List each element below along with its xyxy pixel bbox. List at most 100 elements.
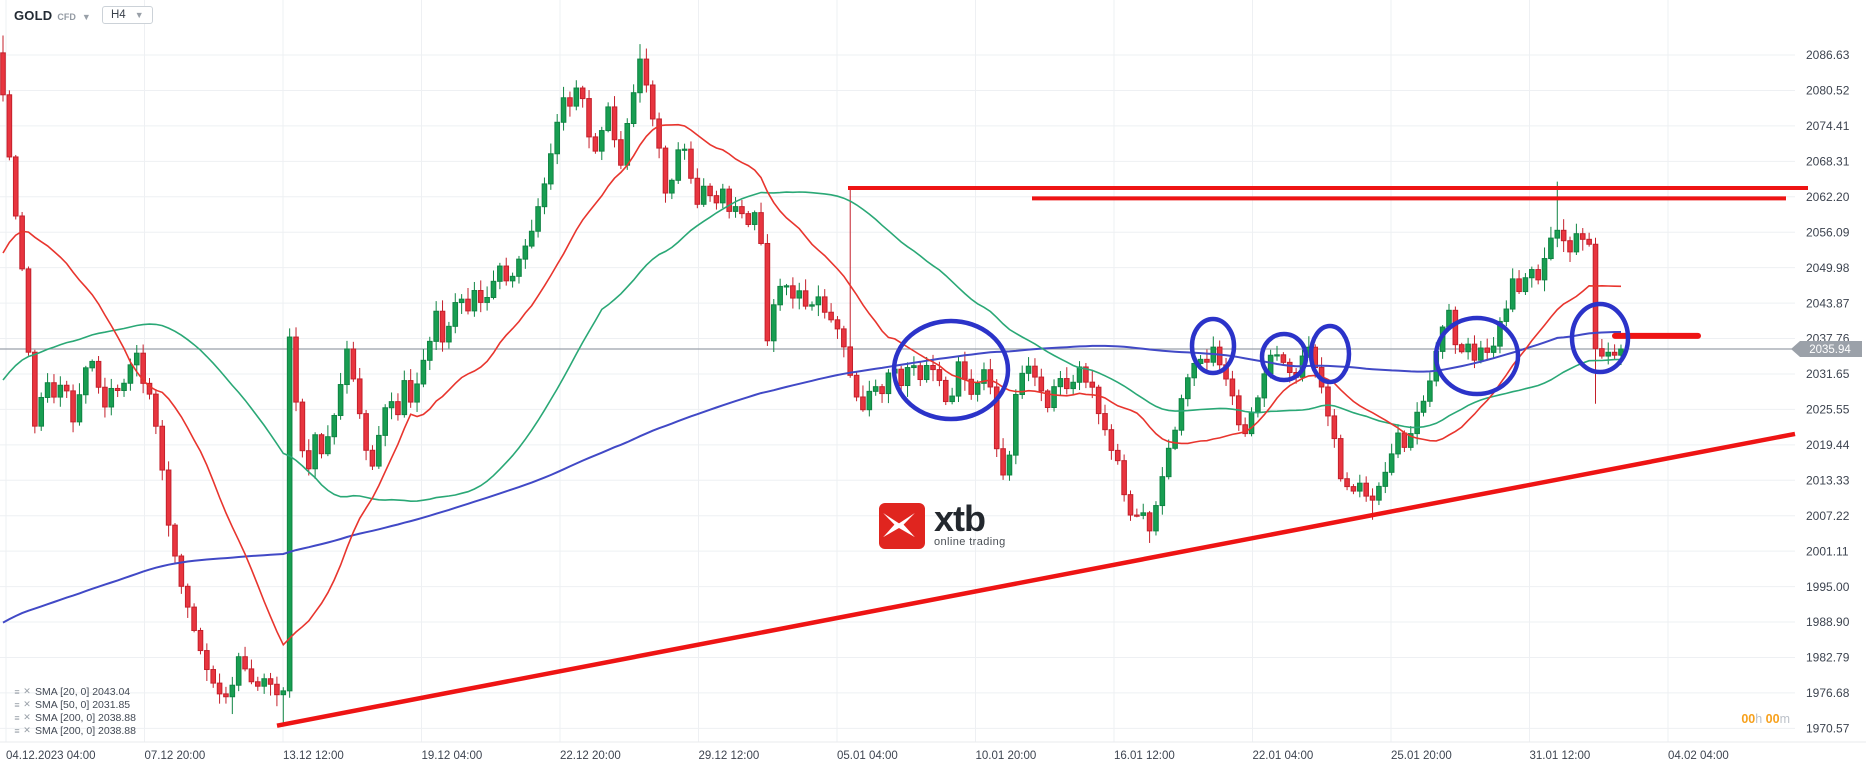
candle bbox=[465, 298, 471, 312]
highlight-ellipse bbox=[1308, 323, 1352, 385]
price-tick-label: 2068.31 bbox=[1806, 155, 1850, 169]
candle bbox=[1350, 486, 1357, 492]
indicator-remove-icon[interactable]: ✕ bbox=[23, 712, 31, 722]
candle bbox=[987, 369, 994, 388]
candle bbox=[1127, 494, 1134, 516]
candle bbox=[235, 656, 242, 686]
indicator-remove-icon[interactable]: ✕ bbox=[23, 699, 31, 709]
candle bbox=[1560, 229, 1567, 242]
candle bbox=[1146, 512, 1153, 532]
candle bbox=[879, 386, 885, 395]
candle bbox=[1121, 460, 1127, 496]
candle bbox=[828, 311, 834, 321]
xtb-logo-icon bbox=[879, 503, 925, 549]
candle bbox=[286, 336, 293, 692]
candle bbox=[930, 364, 936, 371]
sma-20-line bbox=[2, 123, 1622, 647]
candle bbox=[554, 121, 560, 155]
indicator-label: SMA [20, 0] 2043.04 bbox=[35, 685, 131, 698]
candle bbox=[656, 118, 662, 149]
time-axis[interactable]: 04.12.2023 04:00 07.12 20:00 13.12 12:00 19… bbox=[6, 750, 1729, 762]
ascending-trendline bbox=[276, 431, 1796, 728]
candle bbox=[942, 379, 949, 403]
countdown-hours: 00 bbox=[1741, 712, 1756, 726]
candle bbox=[1025, 365, 1032, 374]
candle bbox=[700, 185, 707, 205]
time-tick-label: 22.12 20:00 bbox=[560, 750, 621, 762]
candle bbox=[1337, 438, 1344, 480]
candle bbox=[923, 364, 930, 381]
candle bbox=[63, 384, 70, 392]
drawn-annotations[interactable] bbox=[276, 185, 1808, 728]
candle bbox=[618, 139, 624, 166]
candle bbox=[1185, 377, 1191, 400]
candle bbox=[675, 149, 682, 181]
candle bbox=[223, 693, 229, 698]
candle bbox=[573, 87, 580, 107]
watermark-brand: xtb bbox=[934, 498, 986, 539]
candle bbox=[363, 413, 369, 451]
indicator-settings-icon[interactable]: ≡ bbox=[14, 712, 20, 723]
candle bbox=[490, 280, 497, 298]
candle bbox=[1172, 429, 1178, 449]
price-axis[interactable]: 2086.63 2080.52 2074.41 2068.31 2062.20 2056.… bbox=[1806, 48, 1850, 735]
candle bbox=[1095, 386, 1102, 415]
candle bbox=[89, 360, 95, 369]
current-price-value: 2035.94 bbox=[1809, 344, 1851, 356]
candle bbox=[1599, 348, 1605, 357]
candle bbox=[1579, 233, 1586, 240]
candle bbox=[770, 304, 777, 342]
indicator-settings-icon[interactable]: ≡ bbox=[14, 725, 20, 736]
indicator-remove-icon[interactable]: ✕ bbox=[23, 686, 31, 696]
candle bbox=[210, 669, 217, 684]
sma-50-line bbox=[2, 191, 1622, 503]
candle bbox=[815, 296, 822, 306]
candle bbox=[1325, 386, 1331, 417]
candle bbox=[955, 361, 962, 397]
indicator-remove-icon[interactable]: ✕ bbox=[23, 725, 31, 735]
candle bbox=[121, 382, 127, 392]
candle bbox=[1216, 346, 1223, 366]
candle bbox=[1605, 351, 1612, 357]
symbol-selector[interactable]: GOLD CFD ▼ bbox=[14, 8, 91, 23]
candle bbox=[471, 290, 478, 312]
highlight-ellipse bbox=[1569, 301, 1631, 375]
price-tick-label: 1988.90 bbox=[1806, 615, 1850, 629]
indicator-settings-icon[interactable]: ≡ bbox=[14, 686, 20, 697]
xtb-watermark: xtb online trading bbox=[879, 498, 1006, 549]
candle bbox=[248, 668, 255, 683]
candle bbox=[1529, 269, 1535, 279]
candle bbox=[751, 212, 758, 225]
candle bbox=[350, 348, 357, 380]
candle bbox=[38, 396, 45, 427]
candle bbox=[643, 58, 650, 86]
candle bbox=[1363, 482, 1369, 497]
candle bbox=[376, 434, 382, 467]
price-tick-label: 2043.87 bbox=[1806, 296, 1850, 310]
candle bbox=[477, 290, 484, 303]
candle bbox=[777, 285, 783, 306]
candle bbox=[229, 684, 236, 698]
candle bbox=[904, 367, 911, 387]
timeframe-dropdown[interactable]: H4 ▼ bbox=[102, 6, 153, 24]
candle bbox=[962, 361, 968, 380]
candle bbox=[764, 242, 771, 342]
candle bbox=[1611, 351, 1618, 356]
indicator-settings-icon[interactable]: ≡ bbox=[14, 699, 20, 710]
candle bbox=[866, 390, 873, 411]
candle bbox=[732, 206, 739, 212]
candle bbox=[433, 310, 439, 342]
price-tick-label: 1970.57 bbox=[1806, 722, 1850, 736]
candle bbox=[528, 230, 535, 247]
candle bbox=[1420, 400, 1427, 413]
candle bbox=[44, 382, 51, 398]
indicator-legend-row: ≡ ✕ SMA [20, 0] 2043.04 bbox=[12, 685, 136, 698]
candle bbox=[1165, 447, 1172, 478]
candle bbox=[974, 382, 981, 395]
candle bbox=[745, 213, 752, 225]
highlight-ellipse bbox=[1433, 315, 1521, 397]
candle-countdown: 00h 00m bbox=[1690, 712, 1790, 726]
countdown-minutes: 00 bbox=[1765, 712, 1780, 726]
candle bbox=[395, 401, 401, 416]
